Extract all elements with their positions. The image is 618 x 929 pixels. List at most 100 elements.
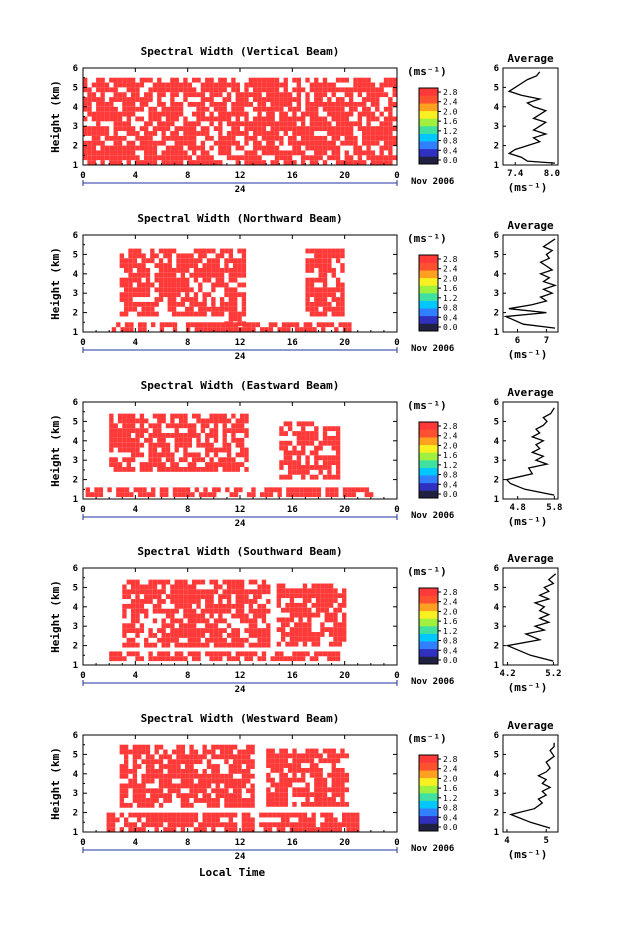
heatmap-cell [157,97,162,102]
heatmap-cell [307,612,312,618]
heatmap-cell [322,306,328,312]
heatmap-cell [270,131,275,136]
heatmap-cell [276,617,281,623]
heatmap-cell [202,783,207,789]
average-x-tick-label: 6 [515,336,520,346]
heatmap-cell [224,778,229,784]
heatmap-cell [314,801,319,807]
heatmap-cell [165,452,171,458]
heatmap-cell [239,145,245,151]
heatmap-cell [266,787,271,793]
heatmap-cell [296,763,302,768]
heatmap-cell [228,258,234,264]
heatmap-cell [206,267,212,273]
heatmap-cell [274,787,280,793]
heatmap-cell [176,267,181,273]
heatmap-cell [327,748,332,754]
heatmap-cell [311,827,316,832]
heatmap-cells [85,413,374,498]
heatmap-cell [328,583,334,589]
heatmap-cell [244,150,249,156]
heatmap-cell [318,777,323,783]
heatmap-cell [357,121,363,127]
colorbar-frame [418,754,439,832]
heatmap-cell [379,145,384,151]
heatmap-cell [307,822,312,828]
heatmap-cell [165,457,171,463]
heatmap-cell [192,145,197,151]
heatmap-cell [337,641,343,647]
heatmap-cells [109,579,347,662]
heatmap-cell [228,253,234,259]
heatmap-cell [218,131,223,136]
heatmap-cell [266,106,271,112]
colorbar-segment [419,467,438,476]
heatmap-cell [292,150,297,156]
heatmap-cell [187,618,193,624]
heatmap-cell [344,111,349,117]
heatmap-cell [185,277,190,283]
heatmap-cell [327,460,332,466]
heatmap-cell [192,628,197,633]
heatmap-cell [286,492,291,498]
heatmap-cell [109,111,114,117]
heatmap-cell [263,827,268,832]
heatmap-cell [279,121,284,127]
heatmap-cell [257,155,262,161]
heatmap-cell [119,297,124,302]
heatmap-cell [267,812,273,818]
heatmap-cell [126,145,131,151]
heatmap-cell [209,111,214,117]
heatmap-cell [126,111,131,117]
heatmap-cell [232,812,238,818]
heatmap-cell [320,812,325,818]
heatmap-cell [126,150,131,156]
heatmap-cell [301,450,306,456]
heatmap-cell [305,155,310,161]
heatmap-cell [185,802,190,808]
heatmap-cell [207,492,213,498]
heatmap-cell [327,111,332,117]
heatmap-cell [239,92,245,98]
heatmap-cell [137,487,143,493]
heatmap-cell [200,150,206,156]
heatmap-cell [165,466,171,472]
heatmap-cell [187,160,192,165]
heatmap-cell [250,749,255,755]
heatmap-cell [375,87,380,93]
heatmap-cell [241,802,247,808]
heatmap-cell [283,150,288,156]
heatmap-cell [126,428,131,434]
heatmap-cell [202,822,207,828]
x-tick-label: 8 [185,338,190,348]
heatmap-cell [283,763,288,768]
heatmap-cell [167,754,172,760]
heatmap-cell [196,160,201,165]
heatmap-cell [130,111,136,117]
heatmap-cell [139,442,145,448]
heatmap-cell [261,121,267,127]
heatmap-cell [148,87,153,93]
colorbar-tick-label: 0.4 [443,313,458,322]
heatmap-cell [132,253,138,259]
heatmap-cell [163,287,168,293]
heatmap-cell [322,292,328,298]
x-tick-label: 4 [133,505,139,515]
heatmap-cell [286,322,291,328]
x-tick-label: 12 [235,171,246,181]
average-x-label: (ms⁻¹) [508,181,548,194]
heatmap-cell [307,327,313,332]
heatmap-cell [177,487,182,493]
heatmap-cell [104,126,110,132]
heatmap-cell [157,628,162,633]
heatmap-cell [235,599,240,604]
heatmap-cell [178,101,184,107]
heatmap-cell [379,121,384,127]
heatmap-cell [167,277,172,283]
heatmap-cell [292,106,297,112]
heatmap-cell [202,306,207,312]
x-tick-label: 8 [185,505,190,515]
heatmap-cell [200,101,206,107]
average-y-tick-label: 1 [494,161,499,171]
date-label: Nov 2006 [411,177,454,187]
